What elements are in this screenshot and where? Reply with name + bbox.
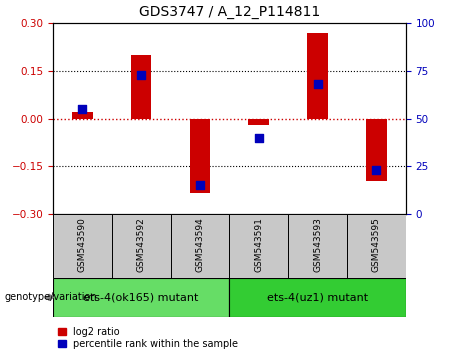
Point [255, 135, 262, 141]
Bar [131, 55, 152, 119]
Bar [229, 214, 288, 278]
Bar [53, 278, 230, 317]
Point [314, 81, 321, 87]
Text: ets-4(ok165) mutant: ets-4(ok165) mutant [83, 292, 199, 302]
Text: GSM543594: GSM543594 [195, 217, 205, 272]
Title: GDS3747 / A_12_P114811: GDS3747 / A_12_P114811 [139, 5, 320, 19]
Text: genotype/variation: genotype/variation [5, 292, 97, 302]
Bar [288, 214, 347, 278]
Bar [248, 119, 269, 125]
Bar [72, 112, 93, 119]
Point [79, 106, 86, 112]
Text: GSM543595: GSM543595 [372, 217, 381, 272]
Text: ets-4(uz1) mutant: ets-4(uz1) mutant [267, 292, 368, 302]
Bar [366, 119, 387, 181]
Bar [347, 214, 406, 278]
Point [372, 167, 380, 173]
Text: GSM543592: GSM543592 [136, 217, 146, 272]
Bar [189, 119, 210, 193]
Bar [229, 278, 406, 317]
Text: GSM543590: GSM543590 [78, 217, 87, 272]
Text: GSM543593: GSM543593 [313, 217, 322, 272]
Bar [112, 214, 171, 278]
Bar [171, 214, 230, 278]
Bar [307, 33, 328, 119]
Bar [53, 214, 112, 278]
Point [137, 72, 145, 78]
Point [196, 183, 204, 188]
Text: GSM543591: GSM543591 [254, 217, 263, 272]
Legend: log2 ratio, percentile rank within the sample: log2 ratio, percentile rank within the s… [58, 327, 238, 349]
